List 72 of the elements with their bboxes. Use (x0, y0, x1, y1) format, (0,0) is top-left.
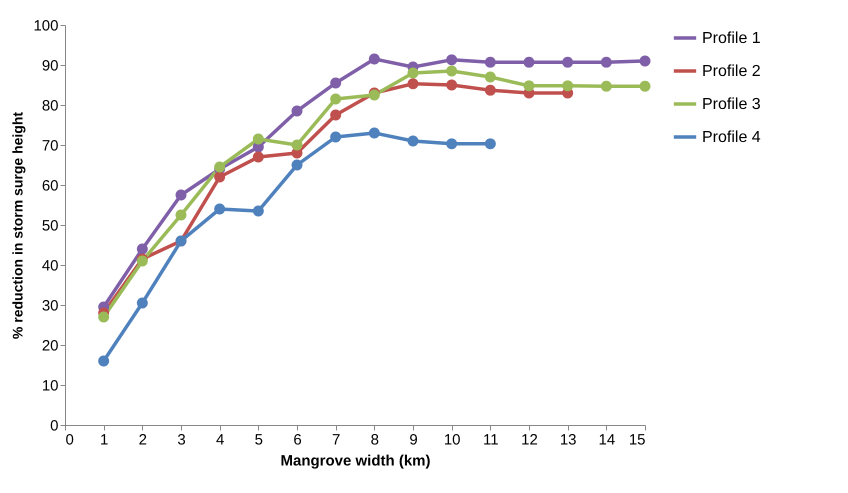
y-tick-label: 20 (42, 338, 58, 354)
x-tick-label: 9 (409, 432, 418, 448)
y-tick-label: 90 (42, 58, 58, 74)
x-tick-label: 14 (598, 432, 616, 448)
point (524, 56, 534, 68)
point (408, 68, 418, 78)
point (292, 106, 302, 116)
point (136, 244, 148, 254)
point (368, 54, 380, 64)
point (252, 134, 264, 144)
x-tick-label: 10 (444, 432, 461, 448)
y-tick-label: 30 (42, 298, 58, 314)
point (330, 132, 342, 142)
point (446, 66, 458, 76)
y-tick-label: 50 (42, 218, 58, 234)
point (368, 128, 380, 138)
point (176, 210, 186, 220)
x-axis-title: Mangrove width (km) (280, 452, 431, 470)
point (562, 56, 574, 68)
point (176, 190, 186, 200)
point (252, 152, 264, 162)
point (136, 298, 148, 308)
y-tick-label: 60 (42, 178, 58, 194)
point (214, 172, 226, 182)
x-tick-label: 13 (560, 432, 577, 448)
point (446, 54, 458, 66)
point (98, 312, 110, 322)
x-tick-label: 6 (293, 432, 302, 448)
x-tick-label: 12 (521, 432, 538, 448)
point (484, 84, 496, 96)
point (484, 56, 496, 68)
point (484, 72, 496, 82)
x-tick-label: 0 (66, 432, 74, 448)
point (292, 160, 302, 170)
point (214, 204, 226, 214)
point (640, 80, 650, 92)
y-tick-label: 100 (33, 18, 58, 34)
x-tick-label: 5 (254, 432, 264, 448)
point (330, 110, 342, 120)
legend-label: Profile 2 (702, 63, 761, 80)
point (600, 80, 612, 92)
point (408, 136, 418, 146)
point (446, 80, 458, 90)
point (98, 356, 110, 366)
point (292, 140, 302, 150)
y-tick-label: 10 (42, 378, 58, 394)
x-tick-label: 7 (332, 432, 340, 448)
x-tick-label: 2 (138, 432, 148, 448)
point (600, 56, 612, 68)
point (484, 138, 496, 150)
y-tick-label: 40 (42, 258, 58, 274)
point (408, 78, 418, 90)
legend-label: Profile 4 (702, 129, 761, 146)
point (524, 80, 534, 92)
point (330, 78, 342, 88)
x-tick-label: 11 (483, 432, 499, 448)
x-tick-label: 8 (370, 432, 380, 448)
legend-label: Profile 3 (702, 96, 761, 113)
point (446, 138, 458, 150)
y-tick-label: 70 (42, 138, 58, 154)
x-tick-label: 4 (216, 432, 224, 448)
x-tick-label: 15 (628, 432, 646, 448)
point (562, 80, 574, 92)
x-tick-label: 1 (100, 432, 108, 448)
x-tick-label: 3 (177, 432, 186, 448)
y-tick-label: 80 (42, 98, 58, 114)
y-axis-title: % reduction in storm surge height (9, 112, 26, 340)
legend-label: Profile 1 (702, 30, 761, 47)
point (252, 206, 264, 216)
y-tick-label: 0 (50, 418, 58, 434)
point (330, 94, 342, 104)
point (640, 56, 650, 66)
